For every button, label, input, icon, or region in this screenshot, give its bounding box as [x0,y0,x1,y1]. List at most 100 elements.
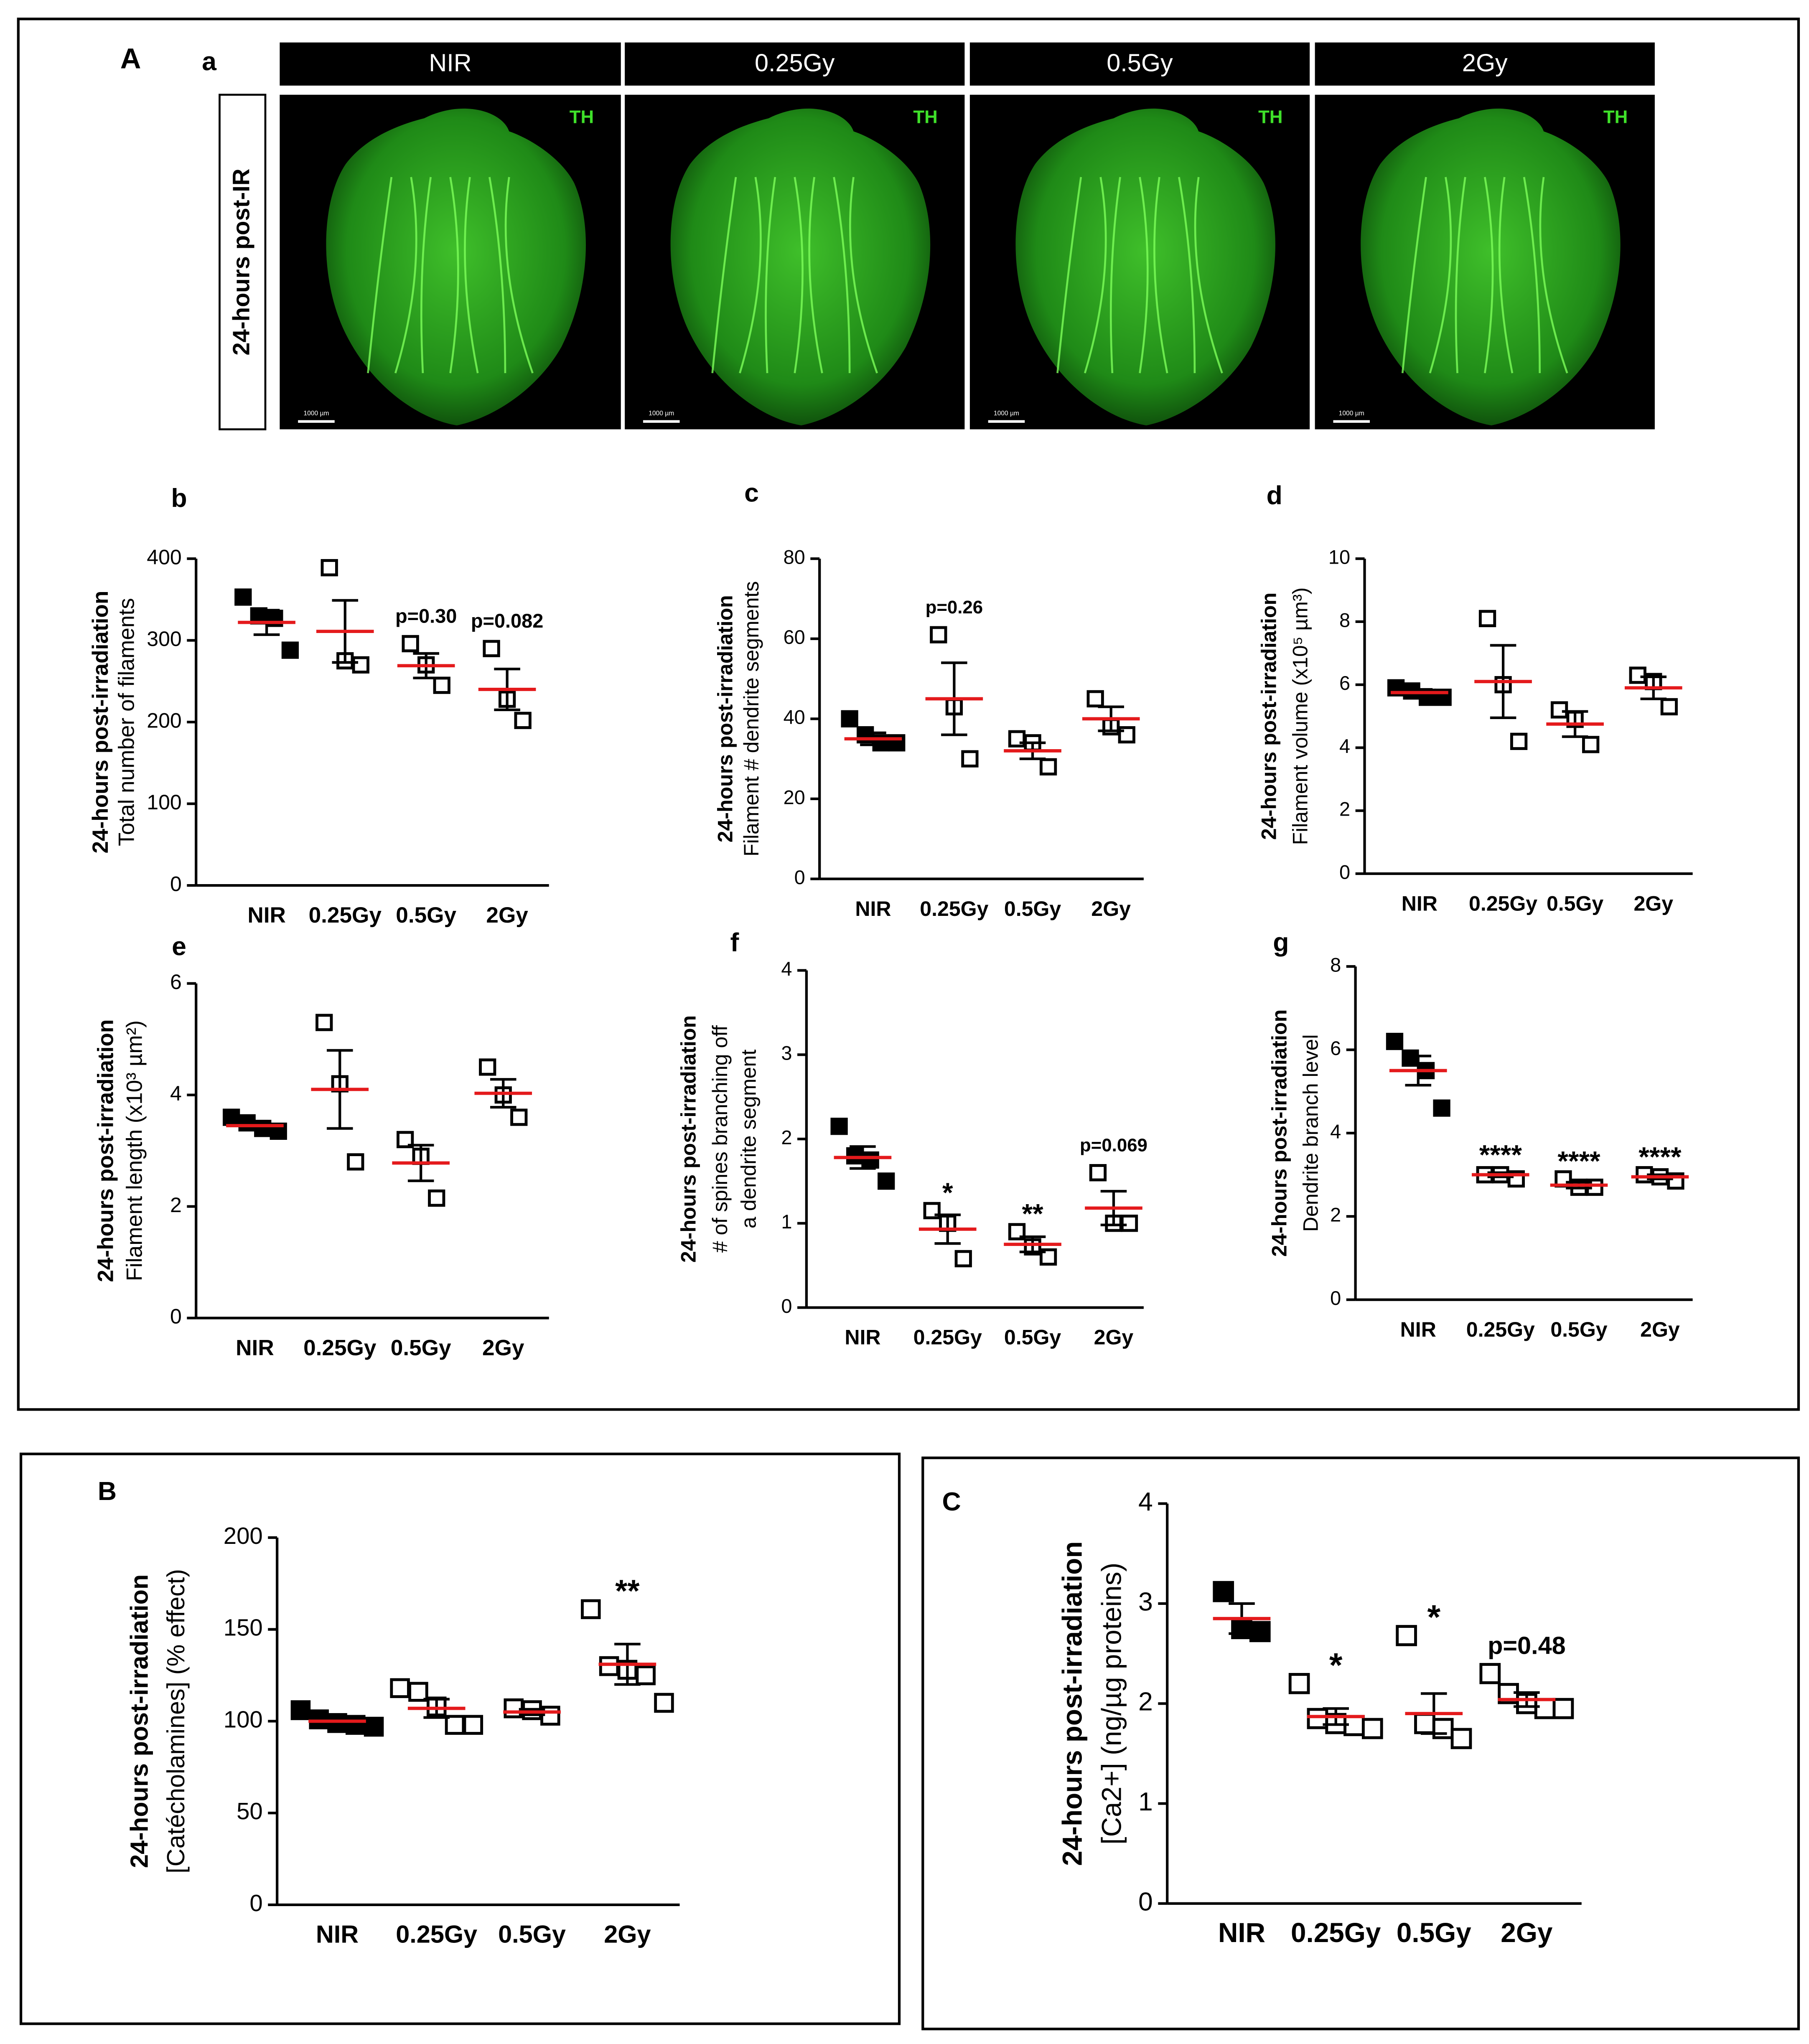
x-tick-label: 0.5Gy [396,903,456,928]
y-tick-label: 200 [147,709,181,732]
y-tick-label: 80 [784,547,805,568]
y-tick-label: 150 [224,1614,263,1641]
nerve-fiber [1401,177,1427,374]
data-point [1396,1625,1417,1646]
column-header: 0.25Gy [755,49,835,77]
x-tick-label: 0.25Gy [1291,1917,1381,1948]
data-point [1361,1718,1383,1739]
nerve-fiber [1539,177,1568,374]
y-axis-label: # of spines branching off [708,1025,732,1253]
x-tick-label: 0.25Gy [396,1920,477,1948]
annotation: * [942,1177,953,1208]
panel-label: A [120,43,141,75]
y-axis-label: Filament volume (x10⁵ µm³) [1289,587,1312,845]
nerve-fiber [394,177,417,374]
data-point [636,1665,656,1686]
x-tick-label: NIR [1218,1917,1265,1948]
x-tick-label: 0.25Gy [309,903,382,928]
y-tick-label: 4 [1330,1121,1341,1142]
annotation: p=0.069 [1080,1135,1147,1156]
subpanel-label: a [202,47,217,76]
panel-c-frame [921,1457,1800,2031]
y-tick-label: 300 [147,627,181,651]
x-tick-label: NIR [316,1920,359,1948]
annotation: p=0.082 [471,610,543,632]
data-point [1433,1099,1450,1117]
data-point [1120,1215,1138,1232]
annotation: **** [1557,1146,1600,1176]
data-point [830,1118,848,1135]
scale-bar-label: 1000 µm [649,410,674,417]
y-axis-label: 24-hours post-irradiation [1057,1541,1087,1866]
data-point [846,1147,864,1164]
nerve-fiber [1429,177,1452,374]
heart-image [1015,108,1275,426]
y-tick-label: 0 [249,1890,262,1916]
nerve-fiber [1483,177,1494,374]
column-header-bar [1315,42,1655,86]
data-point [352,656,369,674]
nerve-fiber [1194,177,1223,374]
data-point [581,1599,601,1619]
data-point [1386,1032,1404,1050]
column-header: 0.5Gy [1107,49,1173,77]
data-point [402,635,419,653]
data-point [281,641,299,659]
y-tick-label: 0 [794,867,805,888]
data-point [1629,666,1646,684]
x-tick-label: NIR [845,1326,880,1349]
nerve-fiber [1498,177,1514,374]
heart-image [1361,108,1621,426]
data-point [479,1058,496,1076]
annotation: ** [615,1574,640,1609]
y-tick-label: 2 [1330,1204,1341,1226]
x-tick-label: 2Gy [1633,892,1673,915]
nerve-fiber [808,177,823,374]
y-tick-label: 0 [781,1295,792,1317]
column-header-bar [969,42,1310,86]
nerve-fiber [1109,177,1121,374]
y-axis-label: 24-hours post-irradiation [1268,1009,1291,1257]
y-tick-label: 4 [170,1082,182,1105]
x-tick-label: 2Gy [1640,1318,1680,1341]
y-tick-label: 60 [784,626,805,648]
nerve-fiber [765,177,776,374]
panel-b-frame [19,1452,901,2025]
y-tick-label: 400 [147,545,181,569]
annotation: ** [1022,1199,1043,1229]
x-tick-label: 0.5Gy [498,1920,566,1948]
y-tick-label: 1 [781,1211,792,1233]
annotation: p=0.30 [395,605,457,627]
y-tick-label: 0 [1138,1887,1153,1916]
nerve-fiber [794,177,804,374]
panel-label: C [942,1487,961,1516]
nerve-fiber [1139,177,1149,374]
data-point [1414,1713,1435,1734]
x-tick-label: 2Gy [604,1920,651,1948]
nerve-fiber [1056,177,1082,374]
y-tick-label: 0 [1330,1287,1341,1309]
panel-label: e [172,932,186,961]
data-point [1039,758,1057,775]
x-tick-label: 0.5Gy [1004,1326,1061,1349]
data-point [510,1108,528,1126]
data-point [1550,701,1568,719]
nerve-fiber [1153,177,1168,374]
data-point [1089,1164,1107,1182]
nerve-fiber [739,177,762,374]
x-tick-label: 2Gy [482,1336,524,1360]
panel-label: B [98,1477,117,1506]
y-tick-label: 1 [1138,1787,1153,1816]
y-axis-label: 24-hours post-irradiation [125,1574,153,1868]
y-tick-label: 6 [1339,672,1350,694]
nerve-fiber [1455,177,1466,374]
data-point [1213,1581,1234,1602]
data-point [290,1700,311,1720]
data-point [428,1189,445,1207]
panel-label: c [744,478,759,507]
annotation: p=0.48 [1488,1632,1566,1660]
y-tick-label: 2 [1339,798,1350,820]
data-point [1086,690,1104,708]
